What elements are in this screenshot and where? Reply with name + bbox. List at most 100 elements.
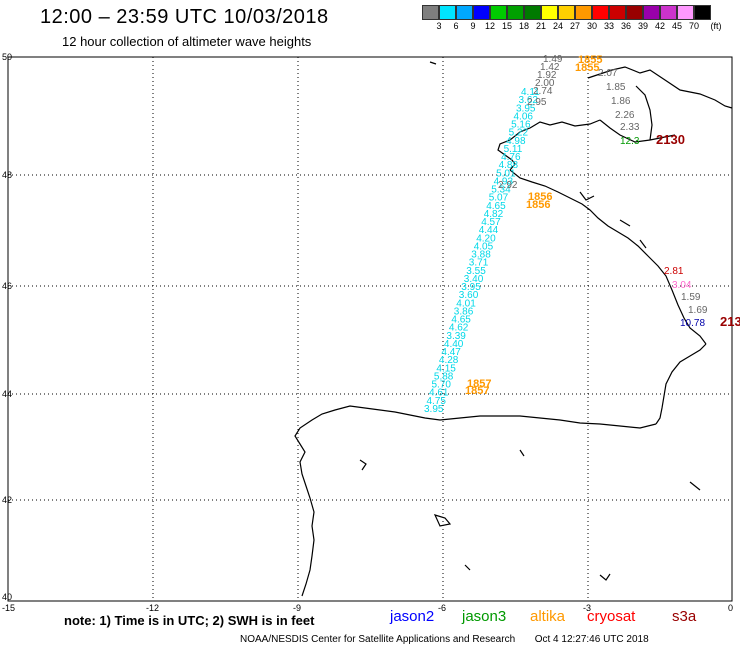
- legend-swatches: [422, 5, 732, 20]
- swh-value: 4.47: [441, 347, 461, 358]
- swh-value: 4.28: [439, 355, 459, 366]
- color-legend: 3 6 9 12 15 18 21 24 27 30 33 36 39 42 45 70 (ft): [422, 5, 732, 34]
- lat-label: 40: [2, 592, 12, 602]
- time-label: 1855: [578, 54, 602, 66]
- swh-value: 1.69: [688, 305, 708, 316]
- sat-s3a: s3a: [672, 608, 697, 625]
- swh-value: 4.05: [474, 241, 494, 252]
- legend-tick-label: 36: [620, 21, 632, 31]
- swh-value: 4.76: [501, 152, 521, 163]
- swh-value: 3.95: [461, 282, 481, 293]
- swh-value: 1.85: [606, 82, 626, 93]
- time-label: 1856: [528, 191, 552, 203]
- swh-value: 2.07: [598, 68, 618, 79]
- lat-axis: 50 48 46 44 42 40: [2, 52, 12, 602]
- swh-value: 4.06: [514, 111, 534, 122]
- legend-tick-label: 12: [484, 21, 496, 31]
- swh-value: 1.49: [543, 54, 563, 65]
- swh-value: 4.93: [494, 176, 514, 187]
- swh-value: 3.95: [516, 103, 536, 114]
- swh-value: 1.92: [537, 70, 557, 81]
- sat-cryosat: cryosat: [587, 608, 636, 625]
- swh-value: 2.92: [498, 180, 518, 191]
- swh-value: 4.98: [506, 136, 526, 147]
- swh-value: 2.33: [620, 122, 640, 133]
- time-labels: 1855 1855 1856 1856 1857 1857 2130 2130: [465, 54, 740, 397]
- map-frame: [7, 56, 733, 602]
- sat-jason3: jason3: [462, 608, 507, 625]
- time-label: 1857: [467, 378, 491, 390]
- swh-value: 4.88: [499, 160, 519, 171]
- legend-swatch: [456, 5, 473, 20]
- swh-value: 5.16: [511, 120, 531, 131]
- map-grid: [8, 57, 732, 601]
- legend-swatch: [524, 5, 541, 20]
- legend-tick-label: 27: [569, 21, 581, 31]
- swh-value: 4.01: [456, 298, 476, 309]
- coastline: [294, 61, 733, 597]
- swh-value: 3.71: [469, 258, 489, 269]
- swh-value: 5.70: [432, 380, 452, 391]
- swh-value: 2.95: [527, 97, 547, 108]
- legend-swatch: [507, 5, 524, 20]
- swh-value: 3.88: [471, 250, 491, 261]
- legend-tick-label: 21: [535, 21, 547, 31]
- lat-label: 42: [2, 495, 12, 505]
- time-label: 1857: [465, 385, 489, 397]
- swh-value: 1.86: [611, 96, 631, 107]
- legend-swatch: [439, 5, 456, 20]
- legend-swatch: [609, 5, 626, 20]
- time-label: 1856: [526, 199, 550, 211]
- legend-tick-label: 3: [436, 21, 442, 31]
- legend-swatch: [490, 5, 507, 20]
- lon-label: -6: [438, 603, 446, 613]
- lon-label: -3: [583, 603, 591, 613]
- value-label: 3.04: [672, 280, 692, 291]
- sat-altika: altika: [530, 608, 566, 625]
- legend-swatch: [626, 5, 643, 20]
- swh-value: 4.62: [449, 323, 469, 334]
- legend-tick-label: 15: [501, 21, 513, 31]
- legend-swatch: [592, 5, 609, 20]
- swh-value: 4.61: [429, 388, 449, 399]
- lon-label: -15: [2, 603, 15, 613]
- track-gray: 1.491.421.922.002.742.95 2.07 1.85 1.86 2.26…: [498, 54, 708, 316]
- time-label: 1855: [575, 62, 599, 74]
- swh-value: 5.11: [504, 144, 523, 155]
- cryosat-values: 2.81 3.04 10.78 12.3: [620, 136, 705, 329]
- legend-tick-label: 6: [453, 21, 459, 31]
- legend-tick-label: 18: [518, 21, 530, 31]
- lon-label: 0: [728, 603, 733, 613]
- swh-value: 4.75: [427, 396, 447, 407]
- lon-axis: -15 -12 -9 -6 -3 0: [2, 603, 733, 613]
- swh-value: 5.22: [509, 128, 529, 139]
- lon-label: -12: [146, 603, 159, 613]
- sat-jason2: jason2: [390, 608, 435, 625]
- time-label: 2130: [720, 314, 740, 329]
- value-label: 12.3: [620, 136, 640, 147]
- legend-tick-label: 33: [603, 21, 615, 31]
- value-label: 10.78: [680, 318, 705, 329]
- swh-value: 4.57: [481, 217, 501, 228]
- lon-label: -9: [293, 603, 301, 613]
- swh-value: 4.20: [476, 233, 496, 244]
- swh-value: 3.40: [464, 274, 484, 285]
- swh-value: 5.01: [496, 168, 516, 179]
- swh-value: 5.07: [489, 193, 509, 204]
- lat-label: 46: [2, 281, 12, 291]
- swh-value: 4.44: [479, 225, 499, 236]
- swh-value: 1.59: [681, 292, 701, 303]
- swh-value: 3.39: [446, 331, 466, 342]
- legend-tick-label: 70: [688, 21, 700, 31]
- footnote: note: 1) Time is in UTC; 2) SWH is in fe…: [64, 613, 315, 628]
- swh-value: 2.74: [533, 86, 553, 97]
- footer-credit: NOAA/NESDIS Center for Satellite Applica…: [240, 634, 649, 645]
- swh-value: 5.88: [434, 372, 454, 383]
- legend-unit: (ft): [710, 21, 722, 31]
- legend-swatch: [541, 5, 558, 20]
- lat-label: 50: [2, 52, 12, 62]
- swh-value: 4.15: [436, 363, 456, 374]
- legend-tick-label: 42: [654, 21, 666, 31]
- timestamp-text: Oct 4 12:27:46 UTC 2018: [534, 634, 649, 645]
